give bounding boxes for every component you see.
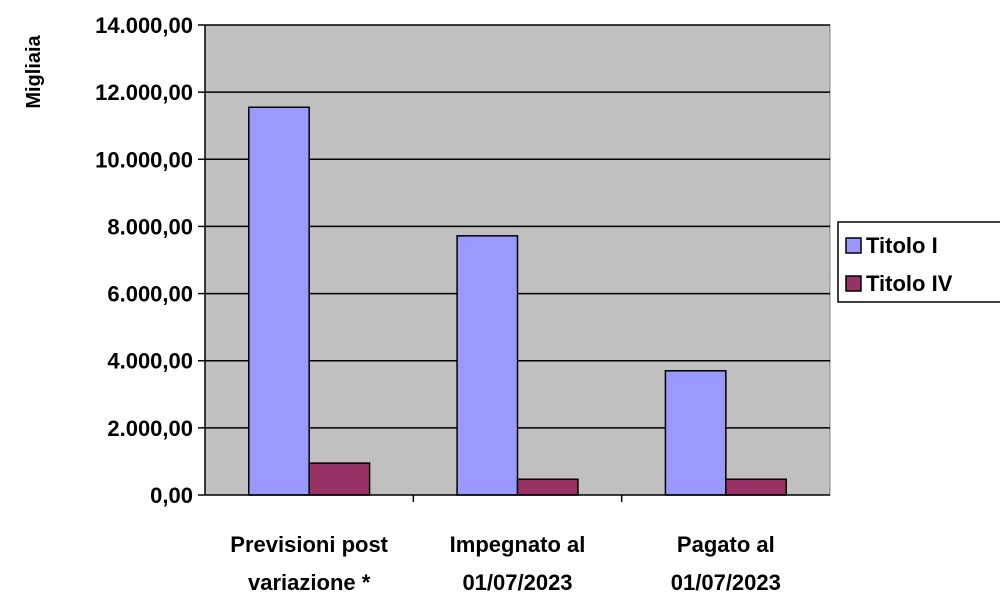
y-tick-label: 0,00 <box>150 483 193 508</box>
legend-swatch <box>845 275 862 292</box>
bar-titolo-i <box>456 235 519 496</box>
x-category-label: 01/07/2023 <box>462 570 572 594</box>
x-category-labels: Previsioni post variazione * Impegnato al 0… <box>230 532 781 594</box>
y-tick-label: 14.000,00 <box>95 13 193 38</box>
x-category-label: 01/07/2023 <box>671 570 781 594</box>
x-category-label: Previsioni post <box>230 532 388 557</box>
legend-box <box>837 221 1000 303</box>
axes <box>198 24 830 502</box>
x-category-label: variazione * <box>248 570 371 594</box>
legend-label: Titolo IV <box>866 271 953 296</box>
bar-titolo-i <box>664 370 727 496</box>
bar-titolo-iv <box>516 478 579 496</box>
legend-swatch <box>845 237 862 254</box>
y-tick-label: 12.000,00 <box>95 80 193 105</box>
bar-titolo-iv <box>725 478 787 496</box>
y-tick-label: 8.000,00 <box>107 214 193 239</box>
y-axis-label: Migliaia <box>23 34 45 108</box>
legend-label: Titolo I <box>866 233 938 258</box>
y-tick-label: 4.000,00 <box>107 349 193 374</box>
legend: Titolo I Titolo IV <box>837 221 1000 303</box>
x-category-label: Impegnato al <box>450 532 586 557</box>
y-tick-label: 10.000,00 <box>95 147 193 172</box>
x-category-label: Pagato al <box>677 532 775 557</box>
y-tick-label: 2.000,00 <box>107 416 193 441</box>
bar-titolo-i <box>248 106 310 496</box>
y-tick-labels: 0,00 2.000,00 4.000,00 6.000,00 8.000,00 10.0… <box>95 13 193 508</box>
bar-titolo-iv <box>308 462 371 496</box>
y-tick-label: 6.000,00 <box>107 282 193 307</box>
bars <box>248 106 787 496</box>
